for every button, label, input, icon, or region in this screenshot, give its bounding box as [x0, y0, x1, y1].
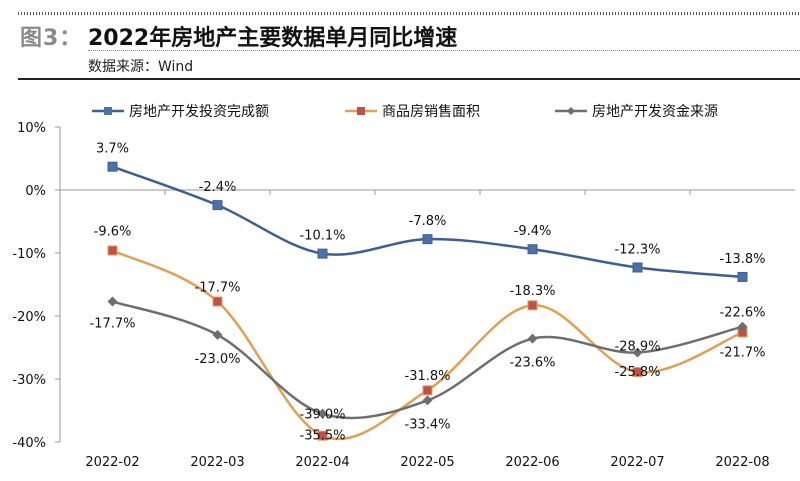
legend-marker — [567, 107, 575, 115]
data-point-marker — [317, 408, 328, 419]
top-dotted-rule — [18, 12, 800, 15]
data-point-marker — [527, 244, 538, 255]
x-tick-label: 2022-04 — [295, 455, 349, 470]
figure-label: 图3： — [20, 26, 83, 51]
x-tick-label: 2022-07 — [610, 455, 664, 470]
header-divider — [18, 78, 800, 80]
data-point-marker — [422, 385, 433, 396]
data-label: -23.6% — [510, 356, 556, 371]
data-label: -2.4% — [199, 180, 237, 195]
data-label: -39.0% — [300, 408, 346, 423]
data-point-marker — [212, 200, 223, 211]
data-point-marker — [632, 262, 643, 273]
data-label: 3.7% — [96, 142, 129, 157]
y-tick-label: 0% — [25, 184, 46, 199]
data-point-marker — [422, 234, 433, 245]
legend-label: 房地产开发投资完成额 — [129, 104, 269, 120]
data-label: -21.7% — [720, 345, 766, 360]
data-point-marker — [107, 161, 118, 172]
data-label: -9.4% — [514, 224, 552, 239]
data-point-marker — [527, 300, 538, 311]
data-label: -18.3% — [510, 284, 556, 299]
data-point-marker — [422, 395, 433, 406]
chart-title: 2022年房地产主要数据单月同比增速 — [88, 26, 458, 51]
data-point-marker — [737, 271, 748, 282]
data-label: -23.0% — [195, 352, 241, 367]
data-point-marker — [737, 321, 748, 332]
data-label: -17.7% — [90, 317, 136, 332]
data-point-marker — [107, 296, 118, 307]
data-label: -22.6% — [720, 306, 766, 321]
data-label: -17.7% — [195, 280, 241, 295]
data-label: -9.6% — [94, 224, 132, 239]
data-label: -31.8% — [405, 369, 451, 384]
data-label: -12.3% — [615, 242, 661, 257]
x-tick-label: 2022-08 — [715, 455, 769, 470]
data-label: -33.4% — [405, 417, 451, 432]
x-tick-label: 2022-06 — [505, 455, 559, 470]
data-label: -10.1% — [300, 229, 346, 244]
data-point-marker — [527, 333, 538, 344]
data-label: -13.8% — [720, 252, 766, 267]
x-tick-label: 2022-02 — [85, 455, 139, 470]
data-point-marker — [632, 347, 643, 358]
y-tick-label: -10% — [12, 247, 46, 262]
x-tick-label: 2022-03 — [190, 455, 244, 470]
data-point-marker — [317, 248, 328, 259]
y-tick-label: 10% — [17, 121, 46, 136]
data-label: -7.8% — [409, 214, 447, 229]
data-label: -35.5% — [300, 429, 346, 444]
x-tick-label: 2022-05 — [400, 455, 454, 470]
data-point-marker — [632, 367, 643, 378]
data-point-marker — [107, 245, 118, 256]
legend-label: 商品房销售面积 — [382, 104, 480, 120]
y-tick-label: -20% — [12, 310, 46, 325]
legend-label: 房地产开发资金来源 — [592, 104, 718, 120]
data-point-marker — [317, 430, 328, 441]
y-tick-label: -30% — [12, 373, 46, 388]
legend-marker — [104, 107, 112, 115]
y-tick-label: -40% — [12, 436, 46, 451]
data-point-marker — [212, 296, 223, 307]
data-point-marker — [212, 329, 223, 340]
legend-marker — [357, 107, 365, 115]
data-label: -28.9% — [615, 340, 661, 355]
title-divider — [88, 50, 800, 51]
data-source: 数据来源：Wind — [88, 59, 194, 75]
data-label: -25.8% — [615, 365, 661, 380]
